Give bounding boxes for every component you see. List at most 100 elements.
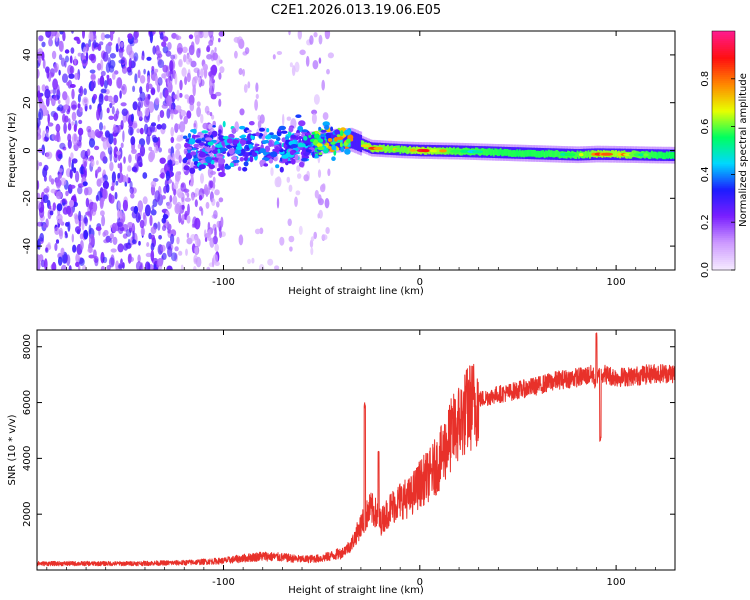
heatmap-noise-cell — [259, 114, 265, 124]
cluster-cell — [246, 129, 252, 133]
heatmap-noise-cell — [209, 77, 213, 89]
ridge-core-cell — [653, 151, 656, 159]
heatmap-noise-cell — [71, 233, 75, 243]
cluster-cell — [224, 165, 231, 170]
heatmap-noise-cell — [322, 112, 329, 121]
cluster-cell — [268, 140, 273, 147]
heatmap-noise-cell — [127, 165, 132, 172]
heatmap-noise-cell — [247, 258, 252, 264]
cluster-cell — [192, 157, 199, 162]
heatmap-noise-cell — [185, 55, 192, 65]
heatmap-noise-cell — [191, 194, 195, 201]
ridge-core-cell — [532, 149, 535, 157]
colorbar-cell — [712, 150, 735, 154]
heatmap-noise-cell — [127, 221, 134, 228]
cluster-cell — [330, 126, 333, 132]
cluster-cell — [266, 128, 270, 133]
heatmap-noise-cell — [134, 73, 138, 84]
heatmap-noise-cell — [193, 67, 200, 74]
heatmap-noise-cell — [120, 41, 124, 48]
colorbar-cell — [712, 114, 735, 118]
heatmap-noise-cell — [127, 238, 131, 246]
heatmap-noise-cell — [162, 36, 169, 42]
heatmap-noise-cell — [109, 238, 113, 244]
heatmap-noise-cell — [286, 176, 291, 183]
heatmap-noise-cell — [37, 180, 40, 190]
heatmap-noise-cell — [56, 203, 63, 212]
heatmap-noise-cell — [42, 224, 48, 229]
heatmap-noise-cell — [48, 205, 52, 210]
heatmap-noise-cell — [310, 247, 314, 256]
heatmap-noise-cell — [167, 159, 173, 166]
heatmap-noise-cell — [157, 59, 165, 68]
colorbar-cell — [712, 252, 735, 255]
heatmap-noise-cell — [183, 115, 188, 125]
colorbar-cell — [712, 68, 735, 72]
cluster-cell — [190, 151, 197, 156]
heatmap-noise-cell — [152, 31, 156, 35]
colorbar-cell — [712, 62, 735, 66]
heatmap-noise-cell — [213, 210, 218, 219]
heatmap-noise-cell — [157, 77, 163, 86]
heatmap-noise-cell — [49, 95, 53, 101]
snr-series-line — [37, 332, 675, 567]
heatmap-noise-cell — [146, 242, 150, 247]
colorbar-cell — [712, 266, 735, 269]
heatmap-noise-cell — [156, 124, 162, 130]
heatmap-noise-cell — [55, 123, 61, 133]
heatmap-noise-cell — [130, 136, 136, 146]
heatmap-noise-cell — [276, 197, 280, 209]
heatmap-noise-cell — [113, 94, 119, 104]
heatmap-noise-cell — [157, 53, 163, 58]
ridge-core-cell — [550, 150, 553, 157]
snr-frame — [36, 329, 676, 571]
heatmap-noise-cell — [135, 261, 143, 270]
heatmap-noise-cell — [154, 68, 159, 73]
ridge-core-cell — [556, 150, 558, 157]
heatmap-noise-cell — [311, 112, 317, 125]
heatmap-noise-cell — [67, 122, 72, 131]
heatmap-noise-cell — [82, 181, 88, 187]
colorbar-cell — [712, 110, 735, 114]
heatmap-noise-cell — [259, 227, 264, 235]
colorbar-cell — [712, 156, 735, 160]
heatmap-noise-cell — [87, 248, 94, 253]
ridge-outer-cell — [352, 131, 355, 149]
heatmap-noise-cell — [282, 113, 285, 126]
heatmap-noise-cell — [77, 186, 83, 195]
heatmap-noise-cell — [85, 197, 90, 208]
heatmap-noise-cell — [184, 94, 189, 100]
heatmap-noise-cell — [37, 200, 41, 209]
heatmap-noise-cell — [117, 200, 121, 210]
heatmap-noise-cell — [175, 105, 182, 111]
heatmap-noise-cell — [143, 97, 150, 108]
colorbar-tick-label: 0.6 — [700, 119, 711, 135]
heatmap-noise-cell — [139, 219, 145, 229]
colorbar-cell — [712, 48, 735, 52]
colorbar-cell — [712, 54, 735, 58]
colorbar-cell — [712, 232, 735, 235]
heatmap-noise-cell — [150, 226, 157, 234]
heatmap-noise-cell — [178, 250, 183, 256]
heatmap-noise-cell — [218, 197, 224, 203]
ridge-core-cell — [667, 152, 670, 159]
heatmap-noise-cell — [119, 90, 122, 99]
heatmap-noise-cell — [117, 264, 124, 269]
heatmap-noise-cell — [69, 169, 73, 179]
spectrogram-panel: -100 0 100 -40 -20 0 20 40 — [22, 30, 676, 288]
heatmap-noise-cell — [99, 108, 103, 120]
heatmap-noise-cell — [247, 81, 251, 89]
colorbar-cell — [712, 44, 735, 48]
heatmap-noise-cell — [59, 31, 64, 35]
cluster-cell — [212, 125, 216, 128]
cluster-cell — [259, 127, 265, 132]
heatmap-noise-cell — [37, 259, 41, 270]
colorbar-cell — [712, 250, 735, 253]
colorbar-cell — [712, 202, 735, 205]
heatmap-noise-cell — [109, 161, 114, 172]
ridge-hotspot — [460, 149, 470, 153]
heatmap-noise-cell — [194, 31, 200, 39]
y-tick-label: 2000 — [22, 501, 33, 526]
cluster-cell — [183, 165, 190, 171]
colorbar-cell — [712, 42, 735, 46]
